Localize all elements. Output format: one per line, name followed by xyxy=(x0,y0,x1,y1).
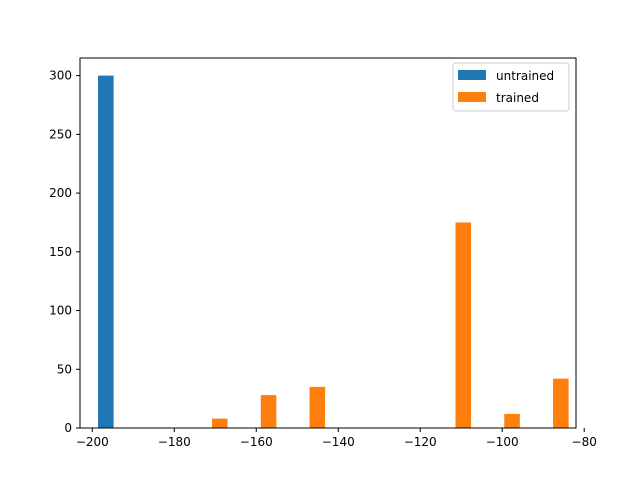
bar-trained-5 xyxy=(553,378,569,428)
bar-trained-4 xyxy=(504,413,520,428)
legend-label-trained: trained xyxy=(496,91,539,105)
bar-trained-1 xyxy=(260,395,277,428)
x-tick-label: −200 xyxy=(76,435,109,449)
y-tick-label: 150 xyxy=(49,245,72,259)
legend-label-untrained: untrained xyxy=(496,69,554,83)
legend-swatch-trained xyxy=(458,92,486,102)
legend: untrained trained xyxy=(452,62,570,112)
x-axis: −200 −180 −160 −140 −120 −100 −80 xyxy=(76,428,597,449)
y-tick-label: 200 xyxy=(49,186,72,200)
bar-trained-2 xyxy=(309,386,326,428)
y-axis: 0 50 100 150 200 250 300 xyxy=(49,69,80,435)
bars-layer xyxy=(98,75,569,429)
legend-swatch-untrained xyxy=(458,70,486,80)
y-tick-label: 50 xyxy=(57,362,72,376)
bar-untrained-0 xyxy=(98,75,114,429)
x-tick-label: −80 xyxy=(572,435,597,449)
y-tick-label: 300 xyxy=(49,69,72,83)
y-tick-label: 100 xyxy=(49,304,72,318)
y-tick-label: 0 xyxy=(64,421,72,435)
x-tick-label: −120 xyxy=(404,435,437,449)
x-tick-label: −180 xyxy=(158,435,191,449)
bar-trained-0 xyxy=(211,418,228,428)
y-tick-label: 250 xyxy=(49,127,72,141)
x-tick-label: −100 xyxy=(486,435,519,449)
x-tick-label: −160 xyxy=(240,435,273,449)
x-tick-label: −140 xyxy=(322,435,355,449)
bar-trained-3 xyxy=(455,222,472,428)
plot-frame xyxy=(79,57,577,429)
